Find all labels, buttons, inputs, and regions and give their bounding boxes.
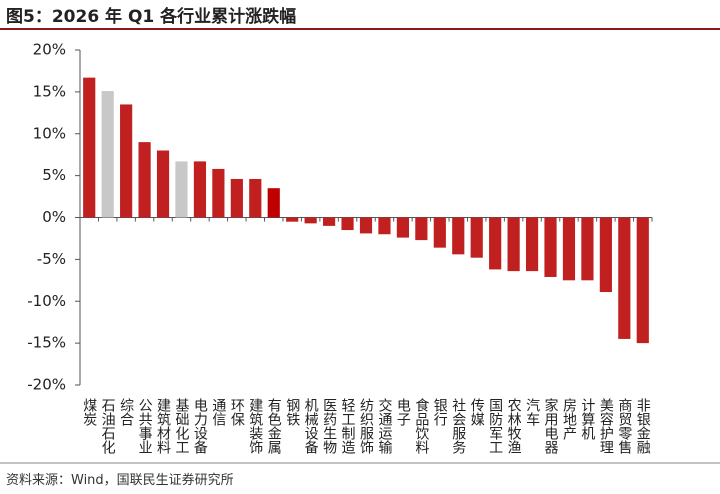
bar: [212, 168, 225, 218]
x-tick-label: 建筑装饰: [247, 398, 263, 454]
bar: [138, 142, 151, 218]
bar: [452, 217, 465, 255]
bar: [323, 217, 336, 226]
bar: [359, 217, 373, 234]
source: 资料来源：Wind，国联民生证券研究所: [6, 472, 234, 488]
x-tick-label: 计算机: [579, 398, 595, 441]
x-tick-label: 综合: [118, 398, 134, 426]
y-tick-label: 5%: [42, 166, 66, 184]
bar: [267, 188, 280, 218]
bar: [230, 178, 243, 218]
bar: [525, 217, 539, 272]
bar: [507, 217, 520, 272]
bar: [433, 217, 446, 248]
x-tick-label: 纺织服饰: [358, 398, 374, 454]
x-tick-label: 食品饮料: [413, 397, 429, 454]
x-tick-label: 汽车: [524, 398, 540, 426]
x-tick-label: 通信: [210, 398, 226, 426]
x-tick-label: 国防军工: [487, 398, 503, 454]
bar: [489, 217, 502, 270]
y-tick-label: -5%: [37, 250, 66, 268]
bar: [396, 217, 409, 238]
bar: [562, 217, 576, 281]
bar: [378, 217, 391, 235]
bar: [470, 217, 483, 258]
x-tick-label: 银行: [432, 398, 448, 427]
x-tick-label: 煤炭: [81, 398, 97, 426]
y-tick-label: -15%: [27, 334, 66, 352]
bar: [618, 217, 631, 339]
x-tick-label: 非银金融: [635, 398, 651, 454]
bar: [175, 161, 188, 218]
x-tick-label: 电力设备: [192, 398, 208, 454]
bar: [193, 161, 207, 218]
bar: [83, 77, 96, 218]
x-tick-label: 建筑材料: [155, 398, 171, 454]
bar: [101, 91, 114, 218]
y-tick-label: 15%: [33, 82, 66, 100]
x-tick-label: 商贸零售: [616, 398, 632, 454]
x-tick-label: 农林牧渔: [506, 398, 522, 454]
bar: [120, 104, 133, 218]
bar: [341, 217, 354, 231]
bar: [156, 150, 170, 218]
x-tick-label: 机械设备: [303, 398, 319, 454]
bar: [599, 217, 612, 293]
x-tick-label: 公共事业: [137, 398, 153, 454]
x-tick-label: 石油石化: [100, 398, 116, 455]
y-tick-label: -20%: [27, 376, 66, 394]
bar: [544, 217, 557, 277]
bar: [581, 217, 594, 281]
bar: [249, 178, 262, 218]
x-tick-label: 环保: [229, 398, 245, 426]
x-tick-label: 房地产: [561, 398, 577, 441]
x-tick-label: 医药生物: [321, 398, 337, 455]
y-tick-label: 0%: [42, 208, 66, 226]
y-tick-label: 20%: [33, 41, 66, 59]
x-tick-label: 电子: [395, 398, 411, 426]
x-tick-label: 社会服务: [450, 398, 466, 454]
bar: [415, 217, 428, 241]
x-tick-label: 美容护理: [598, 398, 614, 454]
x-tick-label: 有色金属: [266, 398, 282, 454]
x-tick-label: 钢铁: [284, 398, 300, 426]
x-tick-label: 家用电器: [543, 397, 559, 454]
bar: [304, 217, 317, 224]
y-tick-label: 10%: [33, 124, 66, 142]
bar: [286, 217, 299, 222]
y-tick-label: -10%: [27, 292, 66, 310]
chart-title: 图5：2026 年 Q1 各行业累计涨跌幅: [6, 6, 296, 27]
x-tick-label: 基础化工: [173, 397, 189, 454]
x-tick-label: 轻工制造: [340, 398, 356, 455]
x-tick-label: 交通运输: [376, 397, 392, 454]
bar: [636, 217, 649, 344]
x-tick-label: 传媒: [469, 398, 485, 426]
